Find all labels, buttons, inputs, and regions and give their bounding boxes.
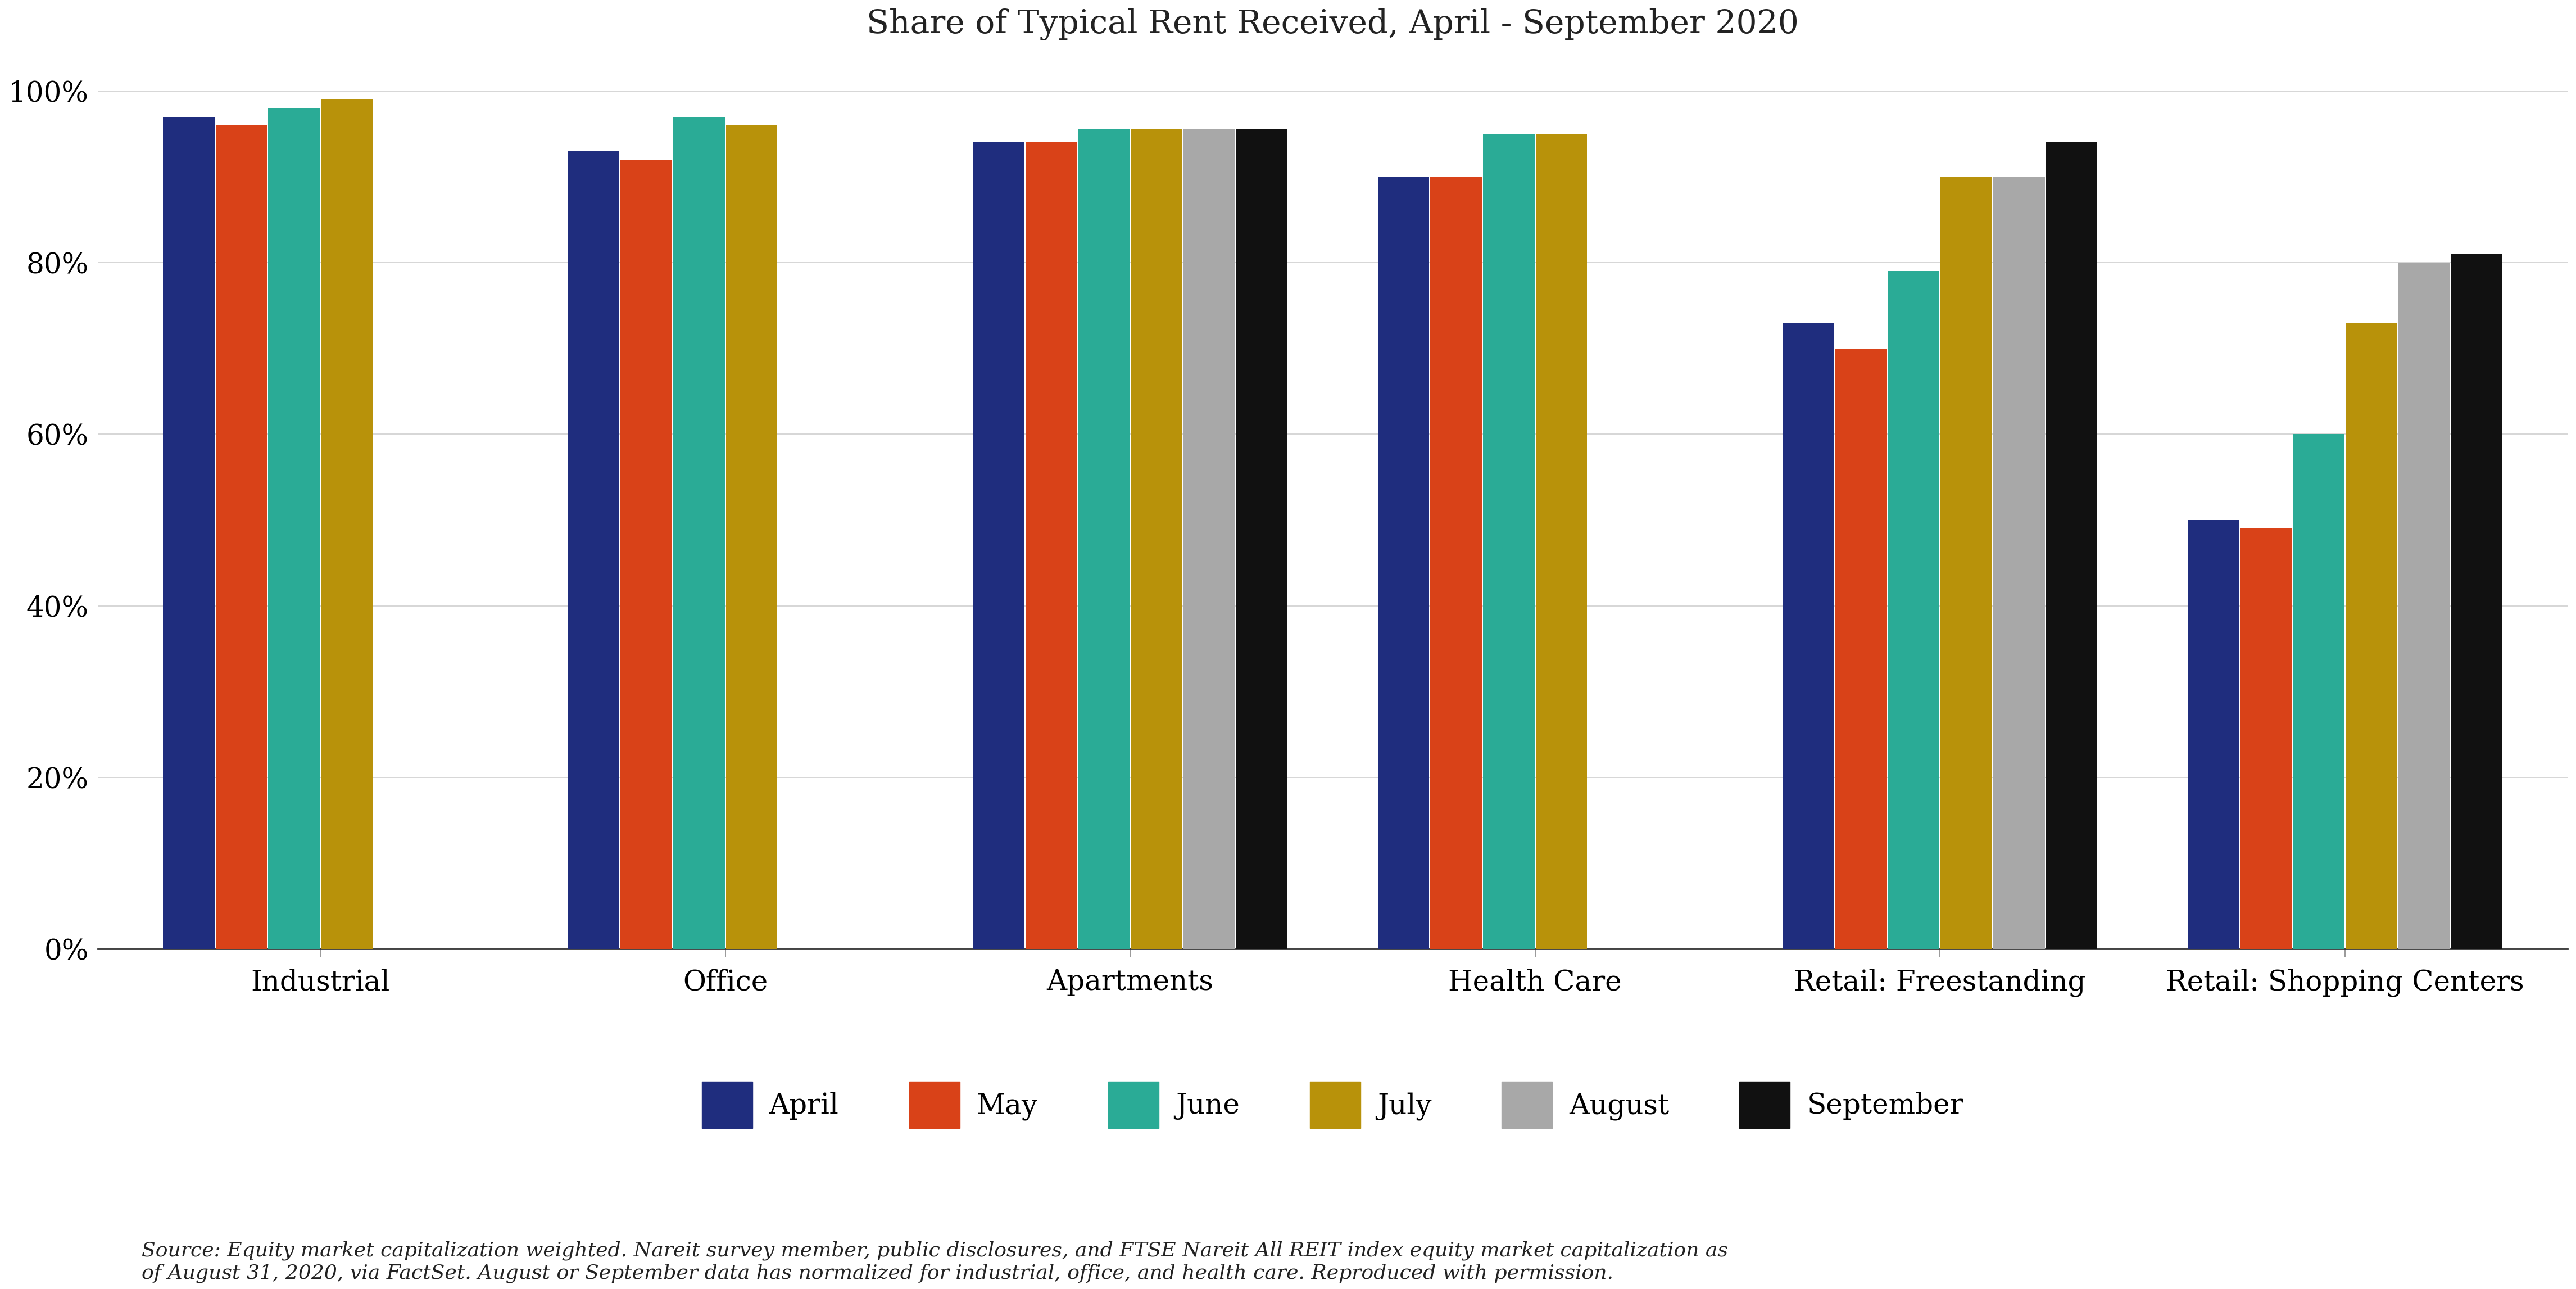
Bar xyxy=(2293,434,2344,949)
Bar xyxy=(2398,263,2450,949)
Bar xyxy=(1182,129,1234,949)
Bar xyxy=(1535,134,1587,949)
Bar xyxy=(1834,348,1886,949)
Title: Share of Typical Rent Received, April - September 2020: Share of Typical Rent Received, April - … xyxy=(866,9,1798,40)
Bar xyxy=(1783,322,1834,949)
Bar xyxy=(1378,177,1430,949)
Bar xyxy=(1484,134,1535,949)
Bar xyxy=(1888,271,1940,949)
Bar xyxy=(162,116,214,949)
Bar xyxy=(268,108,319,949)
Bar xyxy=(1025,142,1077,949)
Bar xyxy=(322,99,374,949)
Legend: April, May, June, July, August, September: April, May, June, July, August, Septembe… xyxy=(690,1070,1976,1139)
Bar xyxy=(672,116,724,949)
Text: Source: Equity market capitalization weighted. Nareit survey member, public disc: Source: Equity market capitalization wei… xyxy=(142,1241,1728,1283)
Bar xyxy=(1079,129,1131,949)
Bar xyxy=(726,125,778,949)
Bar xyxy=(567,151,618,949)
Bar xyxy=(974,142,1025,949)
Bar xyxy=(1940,177,1991,949)
Bar xyxy=(1994,177,2045,949)
Bar xyxy=(2241,528,2293,949)
Bar xyxy=(2344,322,2398,949)
Bar xyxy=(216,125,268,949)
Bar xyxy=(1236,129,1288,949)
Bar xyxy=(2187,519,2239,949)
Bar xyxy=(621,160,672,949)
Bar xyxy=(1131,129,1182,949)
Bar xyxy=(1430,177,1481,949)
Bar xyxy=(2450,254,2501,949)
Bar xyxy=(2045,142,2097,949)
